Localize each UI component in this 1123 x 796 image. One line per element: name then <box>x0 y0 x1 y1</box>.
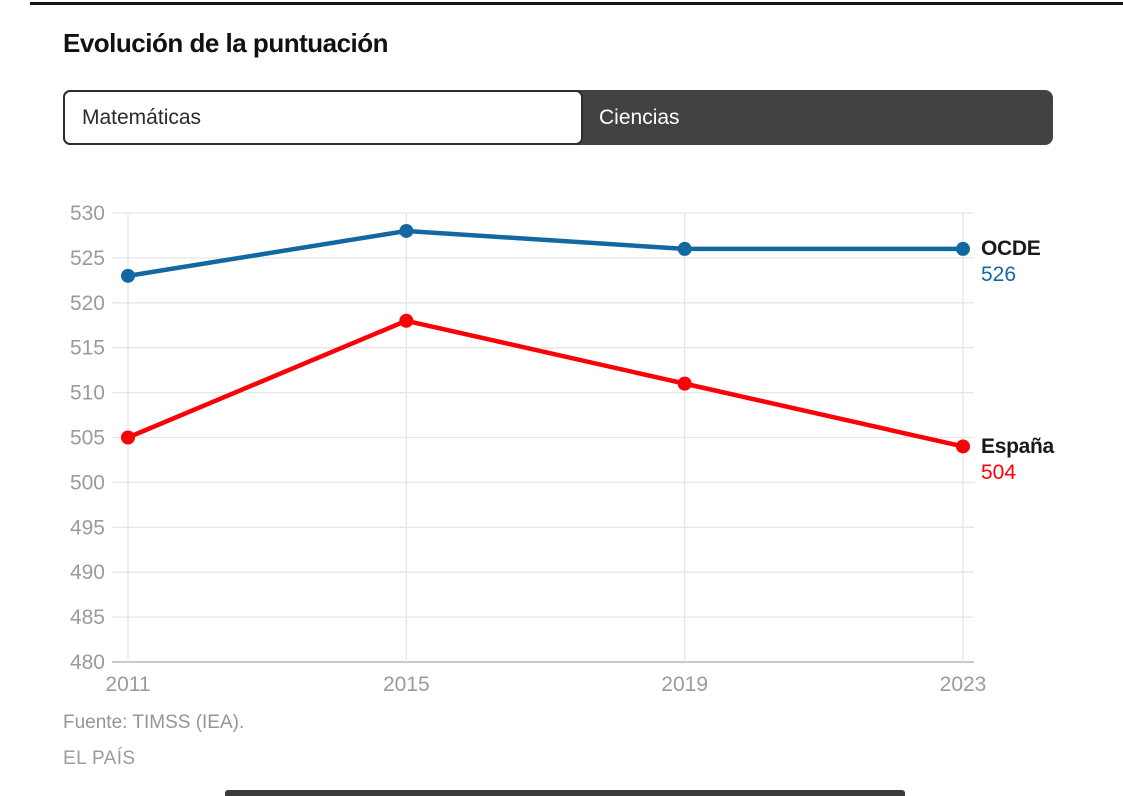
y-tick-label: 495 <box>70 516 105 539</box>
series-label-espana: España 504 <box>981 434 1054 486</box>
series-value-espana: 504 <box>981 461 1017 484</box>
data-point-ocde <box>677 241 692 256</box>
y-tick-label: 530 <box>70 202 105 225</box>
data-point-ocde <box>399 223 414 238</box>
tab-matematicas[interactable]: Matemáticas <box>63 90 583 145</box>
brand-logo: EL PAÍS <box>63 748 136 769</box>
series-line-ocde <box>125 228 966 279</box>
y-tick-label: 490 <box>70 561 105 584</box>
data-point-espana <box>677 376 692 391</box>
data-point-espana <box>956 439 970 454</box>
series-line-espana <box>125 318 966 449</box>
chart-area: 480 485 490 495 500 505 510 515 520 525 530 2011 201… <box>0 190 1123 705</box>
series-value-ocde: 526 <box>981 263 1017 286</box>
series-name-espana: España <box>981 435 1054 458</box>
horizontal-scrollbar-thumb[interactable] <box>225 790 905 796</box>
data-point-ocde <box>956 241 970 256</box>
data-point-espana <box>121 430 135 445</box>
data-point-ocde <box>121 268 135 283</box>
source-note: Fuente: TIMSS (IEA). <box>63 712 245 733</box>
y-tick-label: 520 <box>70 292 105 315</box>
page-title: Evolución de la puntuación <box>63 28 389 58</box>
series-label-ocde: OCDE 526 <box>981 236 1041 288</box>
x-tick-label: 2011 <box>105 673 150 696</box>
y-tick-label: 510 <box>70 382 105 405</box>
tab-bar: Matemáticas Ciencias <box>63 90 1053 145</box>
tab-ciencias[interactable]: Ciencias <box>583 90 1053 145</box>
tab-matematicas-label: Matemáticas <box>82 105 202 129</box>
tab-ciencias-label: Ciencias <box>599 105 680 129</box>
y-tick-label: 485 <box>70 606 105 629</box>
top-rule <box>30 2 1123 5</box>
x-tick-label: 2019 <box>661 673 708 696</box>
series-name-ocde: OCDE <box>981 237 1041 260</box>
data-point-espana <box>399 313 414 328</box>
y-tick-label: 480 <box>70 651 105 674</box>
line-chart: 480 485 490 495 500 505 510 515 520 525 530 2011 201… <box>70 202 987 696</box>
x-tick-label: 2023 <box>940 673 987 696</box>
y-tick-label: 515 <box>70 337 105 360</box>
y-tick-label: 505 <box>70 427 105 450</box>
y-tick-label: 500 <box>70 471 105 494</box>
x-tick-label: 2015 <box>383 673 430 696</box>
y-tick-label: 525 <box>70 247 105 270</box>
